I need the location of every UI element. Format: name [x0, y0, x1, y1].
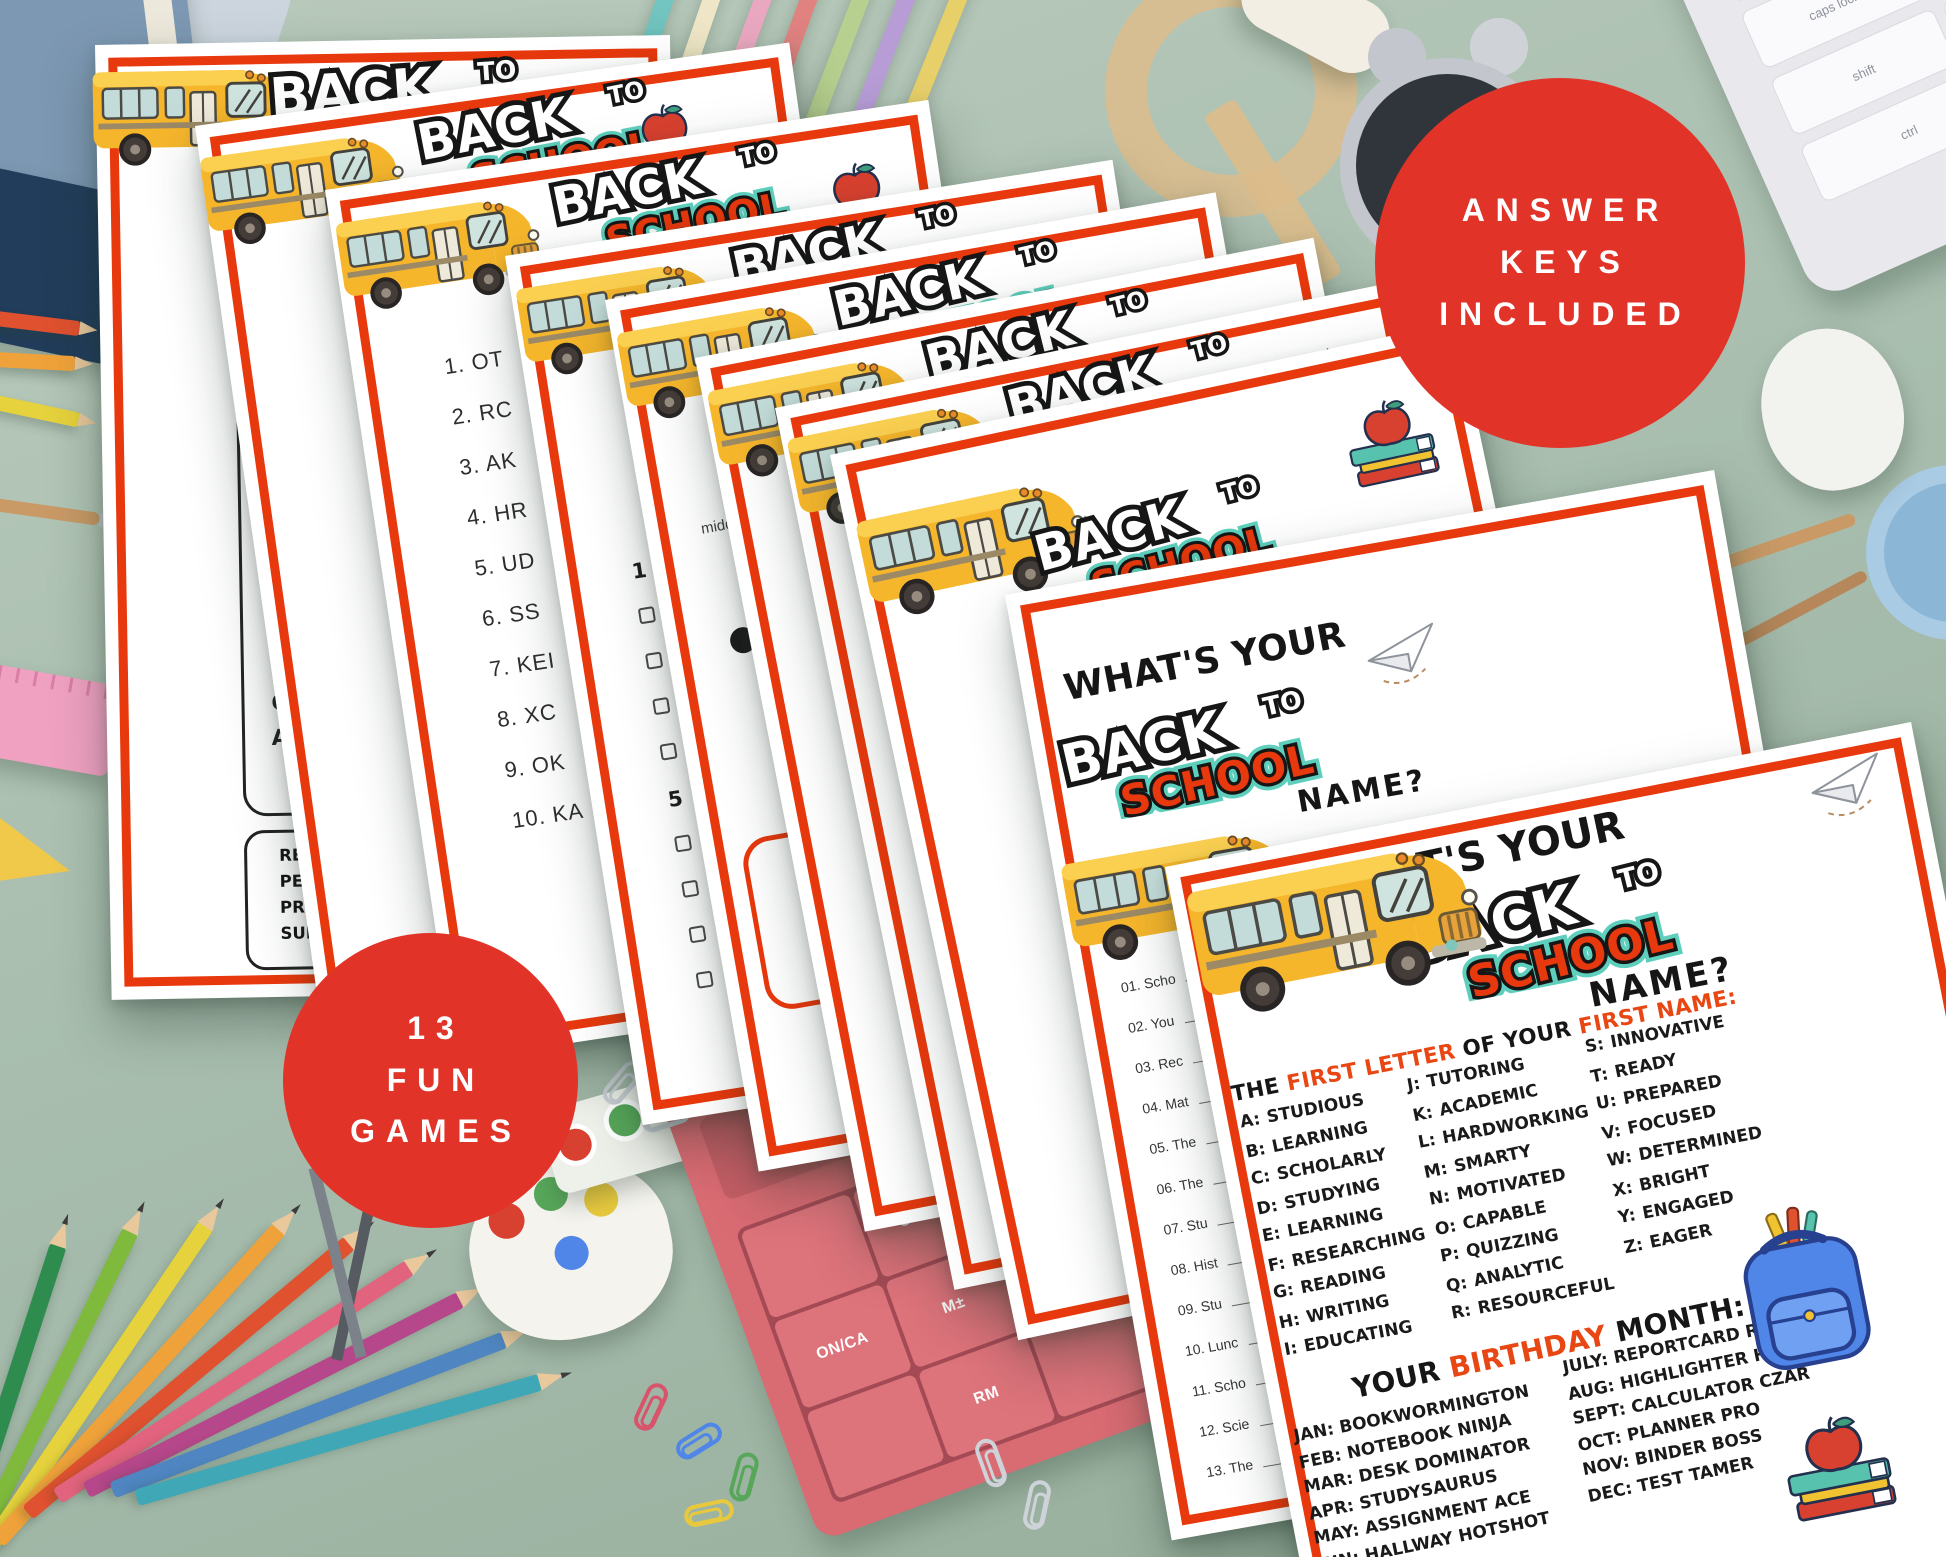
paper-plane-svg	[1367, 622, 1434, 684]
badge-text-line: GAMES	[350, 1113, 522, 1150]
answer-keys-badge: ANSWER KEYS INCLUDED	[1375, 78, 1745, 448]
logo-to-text: TO	[1189, 329, 1231, 365]
school-bus-svg	[1187, 852, 1487, 1012]
badge-text-line: FUN	[386, 1061, 486, 1098]
badge-text-line: 13	[407, 1009, 465, 1046]
paperclip-blue	[671, 1418, 727, 1464]
apple-books-svg	[1787, 1416, 1897, 1522]
paperclip-red	[630, 1379, 672, 1435]
checkbox	[681, 879, 700, 898]
brush-handle	[0, 492, 101, 526]
paperclip	[1021, 1478, 1053, 1532]
logo-to-text: TO	[917, 199, 958, 234]
yellow-triangle-ruler	[0, 775, 71, 885]
logo-to-text: TO	[1219, 471, 1262, 507]
birthday-your: YOUR	[1349, 1352, 1454, 1405]
apple-books-illustration	[1336, 387, 1447, 493]
school-bus-illustration	[1173, 808, 1501, 1035]
paperclip-green	[726, 1450, 762, 1504]
checklist-number: 5	[666, 786, 685, 813]
apple-books-svg	[1349, 400, 1440, 488]
checkbox	[673, 834, 693, 853]
backpack-illustration	[1713, 1192, 1893, 1389]
heading-the: THE	[1229, 1071, 1290, 1108]
badge-text-line: INCLUDED	[1439, 295, 1692, 332]
apple-books-illustration	[1772, 1401, 1905, 1527]
logo-to-text: TO	[1108, 285, 1150, 321]
checklist-number: 1	[630, 557, 649, 584]
checkbox	[659, 742, 678, 761]
logo-to-text: TO	[1615, 856, 1663, 896]
worksheet-front-name-game: WHAT'S YOUR BACK TO SCHOOL SCHOOL NAME? …	[1165, 721, 1946, 1557]
badge-text-line: ANSWER	[1461, 192, 1670, 229]
checkbox	[688, 925, 707, 944]
paperclip-yellow	[682, 1497, 736, 1529]
colored-pencil-left	[0, 383, 81, 428]
computer-mouse	[1744, 313, 1920, 505]
logo-to-text: TO	[737, 137, 778, 172]
blue-disc	[1866, 465, 1946, 640]
checkbox	[652, 696, 671, 716]
checkbox	[644, 651, 664, 670]
paint-dot-blue	[551, 1232, 592, 1274]
checkbox	[637, 606, 657, 625]
checkbox	[695, 970, 714, 989]
paper-plane-svg	[1811, 752, 1878, 817]
paper-plane-icon	[1358, 616, 1448, 696]
logo-to-text: TO	[1017, 235, 1058, 270]
paper-plane-icon	[1802, 746, 1896, 829]
badge-text-line: KEYS	[1500, 244, 1631, 281]
logo-to-text: TO	[1260, 684, 1305, 722]
fun-games-badge: 13 FUN GAMES	[283, 933, 578, 1228]
backpack-svg	[1743, 1206, 1871, 1370]
